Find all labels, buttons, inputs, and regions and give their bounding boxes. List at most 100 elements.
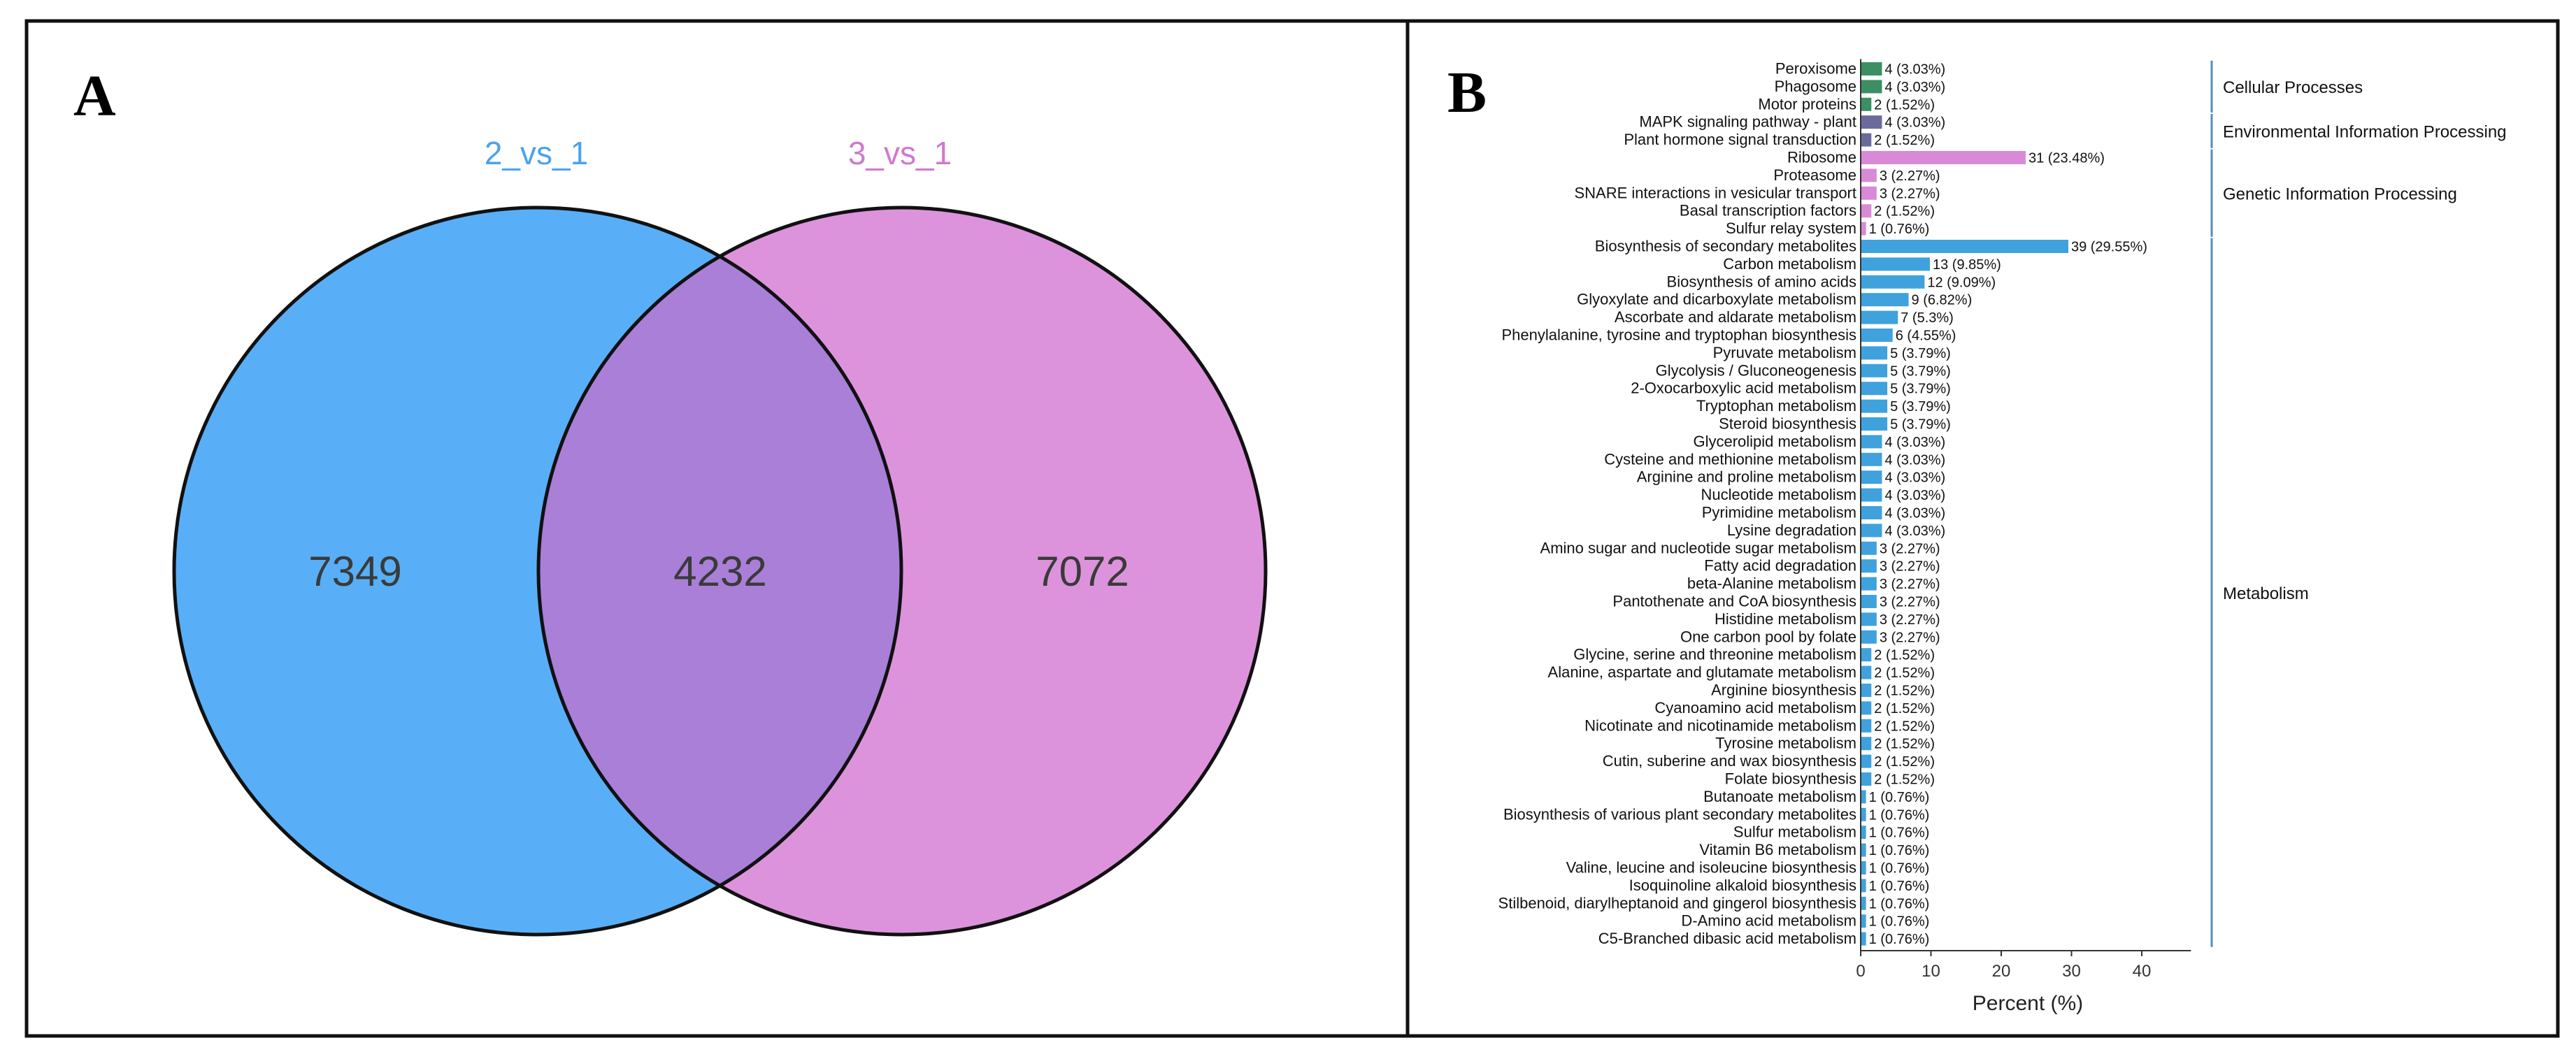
data-label: 39 (29.55%) bbox=[2071, 240, 2147, 255]
panel-b-letter: B bbox=[1447, 60, 1487, 125]
data-label: 3 (2.27%) bbox=[1880, 186, 1940, 201]
category-label: Tyrosine metabolism bbox=[1715, 735, 1856, 752]
data-label: 4 (3.03%) bbox=[1884, 115, 1945, 131]
bar-beta-alanine-metabolism bbox=[1861, 577, 1877, 591]
category-label: Isoquinoline alkaloid biosynthesis bbox=[1629, 877, 1856, 894]
data-label: 4 (3.03%) bbox=[1884, 452, 1945, 468]
data-label: 1 (0.76%) bbox=[1869, 861, 1930, 877]
bar-stilbenoid-diarylheptanoid-and-gingerol-biosynthesis bbox=[1861, 896, 1866, 910]
data-label: 2 (1.52%) bbox=[1874, 719, 1935, 734]
venn-circle-b-outline bbox=[536, 206, 1268, 937]
data-label: 4 (3.03%) bbox=[1884, 488, 1945, 503]
data-label: 1 (0.76%) bbox=[1869, 896, 1930, 912]
data-label: 2 (1.52%) bbox=[1874, 737, 1935, 752]
data-label: 5 (3.79%) bbox=[1890, 346, 1951, 361]
data-label: 2 (1.52%) bbox=[1874, 754, 1935, 770]
data-label: 2 (1.52%) bbox=[1874, 133, 1935, 148]
category-label: Tryptophan metabolism bbox=[1696, 397, 1856, 415]
category-label: Amino sugar and nucleotide sugar metabol… bbox=[1540, 539, 1856, 556]
bar-cutin-suberine-and-wax-biosynthesis bbox=[1861, 754, 1872, 768]
category-label: Pyruvate metabolism bbox=[1713, 344, 1856, 361]
bar-valine-leucine-and-isoleucine-biosynthesis bbox=[1861, 861, 1866, 874]
category-label: C5-Branched dibasic acid metabolism bbox=[1598, 930, 1856, 947]
category-label: Biosynthesis of secondary metabolites bbox=[1595, 238, 1856, 255]
data-label: 4 (3.03%) bbox=[1884, 506, 1945, 521]
category-label: Plant hormone signal transduction bbox=[1624, 131, 1856, 148]
venn-set-b-label: 3_vs_1 bbox=[848, 135, 952, 171]
bar-tyrosine-metabolism bbox=[1861, 737, 1872, 751]
data-label: 5 (3.79%) bbox=[1890, 382, 1951, 397]
bar-pyrimidine-metabolism bbox=[1861, 506, 1882, 519]
bar-glyoxylate-and-dicarboxylate-metabolism bbox=[1861, 293, 1909, 307]
category-label: Folate biosynthesis bbox=[1725, 770, 1856, 788]
data-label: 2 (1.52%) bbox=[1874, 665, 1935, 681]
category-label: Pantothenate and CoA biosynthesis bbox=[1612, 593, 1856, 610]
data-label: 4 (3.03%) bbox=[1884, 470, 1945, 486]
bar-2-oxocarboxylic-acid-metabolism bbox=[1861, 382, 1888, 396]
category-label: Histidine metabolism bbox=[1715, 610, 1856, 628]
category-label: One carbon pool by folate bbox=[1680, 628, 1856, 645]
figure-frame bbox=[24, 19, 2560, 1038]
category-label: Phenylalanine, tyrosine and tryptophan b… bbox=[1501, 326, 1856, 344]
bar-ribosome bbox=[1861, 151, 2026, 164]
bar-phagosome bbox=[1861, 80, 1882, 94]
panel-a-letter: A bbox=[73, 64, 116, 129]
bar-cyanoamino-acid-metabolism bbox=[1861, 701, 1872, 715]
data-label: 3 (2.27%) bbox=[1880, 595, 1940, 610]
data-label: 12 (9.09%) bbox=[1927, 275, 1996, 290]
category-label: Carbon metabolism bbox=[1723, 255, 1856, 273]
x-tick-label: 20 bbox=[1992, 962, 2011, 981]
group-label-cellular-processes: Cellular Processes bbox=[2223, 78, 2363, 97]
category-label: Ascorbate and aldarate metabolism bbox=[1615, 308, 1856, 326]
category-label: Ribosome bbox=[1787, 149, 1856, 166]
x-tick-label: 40 bbox=[2133, 962, 2152, 981]
bar-snare-interactions-in-vesicular-transport bbox=[1861, 186, 1877, 200]
data-label: 1 (0.76%) bbox=[1869, 222, 1930, 237]
data-label: 31 (23.48%) bbox=[2028, 151, 2105, 166]
data-label: 2 (1.52%) bbox=[1874, 648, 1935, 663]
category-label: Sulfur relay system bbox=[1726, 219, 1856, 237]
venn-overlap-region bbox=[538, 208, 901, 935]
bar-tryptophan-metabolism bbox=[1861, 399, 1888, 413]
data-label: 3 (2.27%) bbox=[1880, 577, 1940, 592]
category-label: Glycolysis / Gluconeogenesis bbox=[1656, 361, 1856, 379]
bar-glycolysis-gluconeogenesis bbox=[1861, 363, 1888, 377]
data-label: 1 (0.76%) bbox=[1869, 843, 1930, 858]
category-label: Proteasome bbox=[1773, 166, 1856, 184]
group-label-genetic-information-processing: Genetic Information Processing bbox=[2223, 185, 2457, 203]
category-label: Cysteine and methionine metabolism bbox=[1604, 450, 1856, 468]
category-label: MAPK signaling pathway - plant bbox=[1639, 113, 1856, 131]
data-label: 1 (0.76%) bbox=[1869, 879, 1930, 894]
kegg-bar-chart: Peroxisome 4 (3.03%) Phagosome 4 (3.03%) Mot… bbox=[1498, 59, 2507, 1015]
panel-a: A 2_vs_1 3_vs_1 7349 4232 7072 bbox=[73, 64, 1268, 937]
data-label: 1 (0.76%) bbox=[1869, 790, 1930, 805]
category-label: Cyanoamino acid metabolism bbox=[1654, 699, 1856, 716]
data-label: 1 (0.76%) bbox=[1869, 914, 1930, 930]
category-label: Biosynthesis of amino acids bbox=[1667, 273, 1856, 290]
bar-one-carbon-pool-by-folate bbox=[1861, 630, 1877, 644]
group-label-environmental-information-processing: Environmental Information Processing bbox=[2223, 122, 2507, 141]
x-axis-title: Percent (%) bbox=[1973, 992, 2083, 1015]
bar-lysine-degradation bbox=[1861, 524, 1882, 538]
bar-folate-biosynthesis bbox=[1861, 772, 1872, 786]
data-label: 5 (3.79%) bbox=[1890, 417, 1951, 433]
bar-arginine-biosynthesis bbox=[1861, 684, 1872, 697]
venn-count-overlap: 4232 bbox=[673, 548, 766, 595]
venn-count-only-3-vs-1: 7072 bbox=[1036, 548, 1129, 595]
bar-motor-proteins bbox=[1861, 97, 1872, 111]
data-label: 1 (0.76%) bbox=[1869, 932, 1930, 947]
data-label: 1 (0.76%) bbox=[1869, 826, 1930, 841]
category-label: Nucleotide metabolism bbox=[1701, 486, 1856, 503]
bar-d-amino-acid-metabolism bbox=[1861, 914, 1866, 928]
x-tick-label: 0 bbox=[1856, 962, 1865, 981]
bar-isoquinoline-alkaloid-biosynthesis bbox=[1861, 879, 1866, 893]
data-label: 7 (5.3%) bbox=[1901, 310, 1954, 326]
category-label: Alanine, aspartate and glutamate metabol… bbox=[1548, 663, 1856, 681]
bar-butanoate-metabolism bbox=[1861, 790, 1866, 804]
bar-nicotinate-and-nicotinamide-metabolism bbox=[1861, 719, 1872, 733]
category-label: Basal transcription factors bbox=[1680, 202, 1856, 219]
bar-plant-hormone-signal-transduction bbox=[1861, 133, 1872, 147]
bar-mapk-signaling-pathway-plant bbox=[1861, 115, 1882, 129]
data-label: 3 (2.27%) bbox=[1880, 541, 1940, 556]
